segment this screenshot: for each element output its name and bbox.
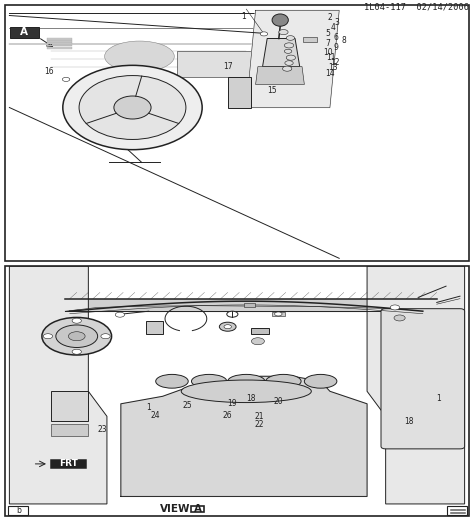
FancyBboxPatch shape — [381, 309, 465, 449]
Polygon shape — [65, 299, 437, 311]
Text: 11: 11 — [326, 53, 336, 62]
Circle shape — [394, 315, 405, 321]
Circle shape — [227, 311, 238, 317]
Ellipse shape — [105, 41, 174, 72]
Polygon shape — [121, 376, 367, 496]
Polygon shape — [9, 266, 107, 504]
Ellipse shape — [266, 374, 301, 388]
Text: 1: 1 — [437, 394, 441, 403]
Polygon shape — [228, 77, 251, 108]
Text: 9: 9 — [334, 43, 339, 53]
Text: 18: 18 — [404, 417, 414, 426]
Text: 10: 10 — [323, 48, 332, 57]
Ellipse shape — [228, 374, 265, 388]
Text: FRT: FRT — [59, 460, 78, 469]
Text: 5: 5 — [325, 28, 330, 37]
Ellipse shape — [63, 65, 202, 150]
Text: 13: 13 — [328, 63, 337, 72]
FancyBboxPatch shape — [51, 460, 86, 468]
Text: 6: 6 — [333, 34, 338, 43]
Text: 8: 8 — [341, 36, 346, 45]
Text: 20: 20 — [274, 397, 283, 406]
Circle shape — [274, 312, 282, 316]
Polygon shape — [263, 38, 300, 66]
Text: 17: 17 — [223, 62, 233, 71]
Circle shape — [286, 55, 295, 60]
Ellipse shape — [155, 374, 188, 388]
Text: VIEW: VIEW — [160, 504, 191, 514]
Text: 23: 23 — [98, 425, 107, 434]
Text: 7: 7 — [325, 38, 330, 47]
Circle shape — [284, 43, 294, 48]
Bar — [272, 311, 285, 316]
Bar — [51, 391, 88, 422]
Circle shape — [56, 325, 98, 347]
Circle shape — [42, 317, 111, 355]
Text: A: A — [20, 27, 28, 37]
Bar — [251, 328, 269, 334]
Polygon shape — [146, 321, 163, 334]
Circle shape — [251, 338, 264, 345]
Circle shape — [285, 61, 293, 65]
Polygon shape — [255, 66, 304, 84]
Circle shape — [63, 77, 70, 82]
Bar — [51, 424, 88, 436]
Text: 2: 2 — [328, 13, 332, 22]
Text: 12: 12 — [330, 58, 339, 67]
Circle shape — [284, 49, 292, 53]
Text: 25: 25 — [182, 401, 192, 410]
Ellipse shape — [272, 14, 288, 26]
Bar — [177, 51, 260, 77]
Text: 18: 18 — [246, 394, 255, 403]
Text: 14: 14 — [325, 69, 335, 77]
Text: 15: 15 — [267, 86, 277, 95]
FancyBboxPatch shape — [191, 506, 204, 512]
Ellipse shape — [181, 380, 311, 403]
Text: 16: 16 — [44, 67, 54, 76]
Text: 1L04-117  02/14/2006: 1L04-117 02/14/2006 — [364, 2, 469, 11]
Polygon shape — [246, 11, 339, 108]
Circle shape — [390, 305, 400, 310]
Circle shape — [260, 32, 268, 36]
Bar — [303, 37, 317, 42]
Circle shape — [43, 334, 53, 339]
Text: 3: 3 — [335, 18, 339, 27]
Circle shape — [72, 318, 82, 323]
Text: 22: 22 — [255, 421, 264, 430]
Text: 1: 1 — [242, 12, 246, 21]
Text: A: A — [193, 504, 201, 514]
Ellipse shape — [304, 374, 337, 388]
Circle shape — [115, 312, 125, 317]
Bar — [46, 42, 72, 44]
Polygon shape — [367, 266, 465, 504]
Text: b: b — [16, 506, 21, 515]
Circle shape — [286, 36, 295, 40]
Bar — [244, 302, 255, 307]
Text: 19: 19 — [228, 399, 237, 408]
Text: 1: 1 — [146, 403, 151, 412]
Text: 4: 4 — [330, 23, 335, 32]
Circle shape — [279, 30, 288, 35]
Circle shape — [219, 322, 236, 331]
FancyBboxPatch shape — [447, 506, 467, 515]
Circle shape — [101, 334, 110, 339]
Circle shape — [283, 66, 292, 71]
Bar — [46, 45, 72, 46]
Ellipse shape — [191, 374, 227, 388]
Text: 21: 21 — [255, 412, 264, 421]
FancyBboxPatch shape — [9, 506, 28, 515]
FancyBboxPatch shape — [10, 27, 39, 38]
Circle shape — [72, 349, 82, 354]
Text: 26: 26 — [223, 411, 233, 420]
Bar — [46, 40, 72, 42]
Ellipse shape — [114, 96, 151, 119]
Ellipse shape — [79, 75, 186, 140]
Text: 24: 24 — [151, 411, 161, 420]
Circle shape — [224, 325, 231, 329]
Circle shape — [68, 331, 85, 341]
Bar — [46, 47, 72, 48]
Bar — [46, 38, 72, 40]
